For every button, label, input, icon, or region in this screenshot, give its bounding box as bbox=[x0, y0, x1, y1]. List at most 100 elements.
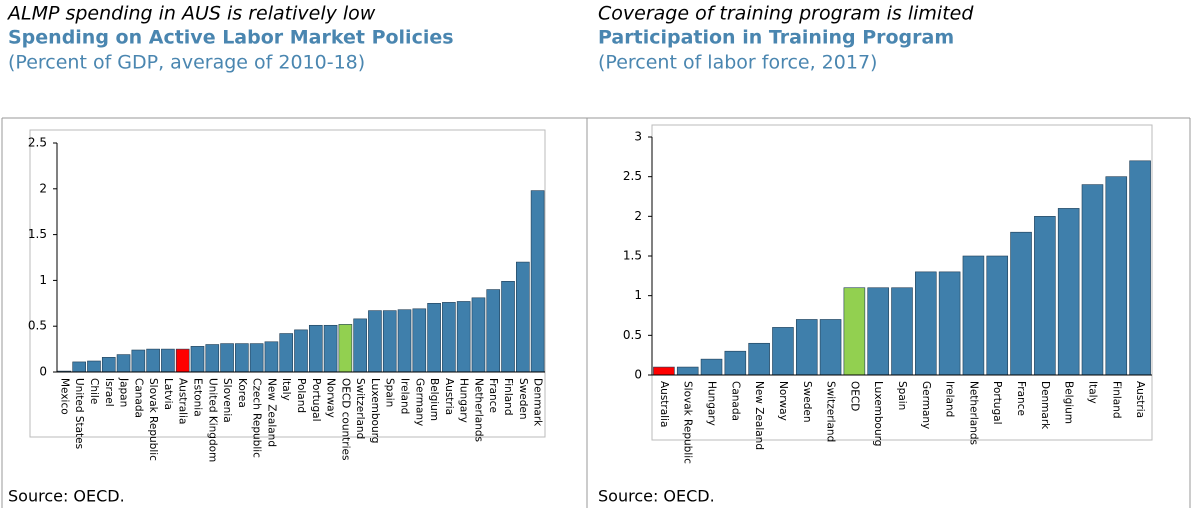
y-tick-label: 1 bbox=[634, 288, 642, 302]
bar bbox=[368, 310, 382, 373]
x-tick-label: Spain bbox=[384, 378, 396, 407]
bar bbox=[161, 348, 175, 373]
bar bbox=[190, 346, 205, 373]
bar bbox=[382, 310, 397, 373]
x-tick-label: Korea bbox=[236, 378, 248, 408]
x-tick-label: Israel bbox=[103, 378, 115, 407]
y-tick-label: 3 bbox=[634, 130, 642, 144]
bar bbox=[101, 357, 116, 373]
x-tick-label: United Kingdom bbox=[206, 378, 218, 462]
x-tick-label: Austria bbox=[1134, 381, 1146, 418]
bar bbox=[323, 324, 338, 373]
bar bbox=[1010, 231, 1032, 376]
x-tick-label: Norway bbox=[325, 378, 337, 418]
bar bbox=[397, 309, 412, 373]
x-tick-label: Germany bbox=[413, 378, 425, 426]
x-tick-label: Denmark bbox=[1039, 381, 1051, 430]
x-tick-label: Germany bbox=[920, 381, 932, 429]
x-tick-label: Slovak Republic bbox=[147, 378, 159, 461]
x-tick-label: Ireland bbox=[399, 378, 411, 414]
bar bbox=[843, 287, 866, 376]
x-tick-label: Latvia bbox=[162, 378, 174, 410]
bar bbox=[915, 271, 937, 376]
bar bbox=[220, 343, 234, 373]
x-tick-label: Spain bbox=[896, 381, 908, 410]
bar bbox=[131, 349, 146, 373]
plot-frame bbox=[29, 129, 546, 438]
x-tick-label: Portugal bbox=[310, 378, 322, 422]
chart-title: Spending on Active Labor Market Policies bbox=[8, 27, 454, 49]
x-tick-label: Finland bbox=[502, 378, 514, 416]
x-tick-label: Poland bbox=[295, 378, 307, 413]
y-tick-label: 1 bbox=[39, 273, 47, 287]
x-tick-label: Australia bbox=[658, 381, 670, 427]
bar bbox=[146, 348, 160, 373]
x-tick-label: United States bbox=[73, 378, 85, 449]
source: Source: OECD. bbox=[8, 487, 125, 506]
y-tick-label: 2 bbox=[634, 209, 642, 223]
bar bbox=[235, 343, 249, 373]
bar bbox=[486, 289, 501, 373]
bar bbox=[308, 324, 323, 373]
bar bbox=[205, 344, 220, 373]
source: Source: OECD. bbox=[598, 487, 715, 506]
bar bbox=[891, 287, 913, 376]
bar bbox=[72, 361, 86, 373]
bar bbox=[676, 366, 699, 376]
x-tick-label: New Zealand bbox=[265, 378, 277, 447]
bar bbox=[819, 319, 842, 376]
bar bbox=[456, 301, 471, 373]
bar bbox=[724, 350, 747, 376]
bar bbox=[471, 297, 486, 373]
x-tick-label: Japan bbox=[118, 377, 130, 407]
x-tick-label: Ireland bbox=[944, 381, 956, 417]
x-tick-label: Switzerland bbox=[825, 381, 837, 442]
x-tick-label: Denmark bbox=[532, 378, 544, 427]
chart-title: Participation in Training Program bbox=[598, 27, 954, 49]
bar bbox=[1105, 176, 1128, 376]
bar bbox=[748, 342, 770, 376]
x-tick-label: OECD bbox=[848, 381, 860, 411]
headline: ALMP spending in AUS is relatively low bbox=[6, 3, 376, 25]
bar bbox=[962, 255, 985, 376]
x-tick-label: Portugal bbox=[991, 381, 1003, 424]
x-tick-label: Sweden bbox=[517, 378, 529, 420]
bar bbox=[1129, 160, 1151, 376]
x-tick-label: Finland bbox=[1110, 381, 1122, 419]
bar bbox=[338, 324, 353, 373]
x-tick-label: Czech Republic bbox=[251, 378, 263, 458]
x-tick-label: Australia bbox=[177, 378, 189, 424]
x-tick-label: Netherlands bbox=[472, 378, 484, 442]
x-tick-label: Luxembourg bbox=[872, 381, 884, 446]
bar bbox=[867, 287, 889, 376]
x-tick-label: Slovenia bbox=[221, 378, 233, 423]
y-tick-label: 0.5 bbox=[28, 319, 47, 333]
bar bbox=[442, 302, 456, 373]
y-tick-label: 0 bbox=[634, 368, 642, 382]
y-tick-label: 1.5 bbox=[623, 249, 642, 263]
bar bbox=[530, 190, 545, 373]
headline: Coverage of training program is limited bbox=[598, 3, 974, 25]
x-tick-label: New Zealand bbox=[753, 381, 765, 450]
bar bbox=[249, 343, 264, 373]
bar bbox=[116, 354, 131, 373]
x-tick-label: Belgium bbox=[428, 378, 440, 421]
y-tick-label: 2.5 bbox=[623, 169, 642, 183]
bar bbox=[1081, 184, 1104, 376]
y-tick-label: 1.5 bbox=[28, 227, 47, 241]
x-tick-label: Hungary bbox=[706, 381, 718, 426]
x-tick-label: Netherlands bbox=[967, 381, 979, 445]
bar bbox=[279, 333, 294, 373]
y-tick-label: 2 bbox=[39, 181, 47, 195]
bar bbox=[986, 255, 1009, 376]
x-tick-label: Slovak Republic bbox=[682, 381, 694, 464]
bar bbox=[1057, 208, 1080, 376]
x-tick-label: Italy bbox=[1086, 381, 1098, 404]
bar bbox=[294, 329, 308, 373]
y-tick-label: 0.5 bbox=[623, 328, 642, 342]
x-tick-label: Norway bbox=[777, 381, 789, 421]
x-tick-label: Hungary bbox=[458, 378, 470, 423]
bar bbox=[700, 358, 723, 376]
x-tick-label: Italy bbox=[280, 378, 292, 401]
bar bbox=[795, 319, 818, 376]
